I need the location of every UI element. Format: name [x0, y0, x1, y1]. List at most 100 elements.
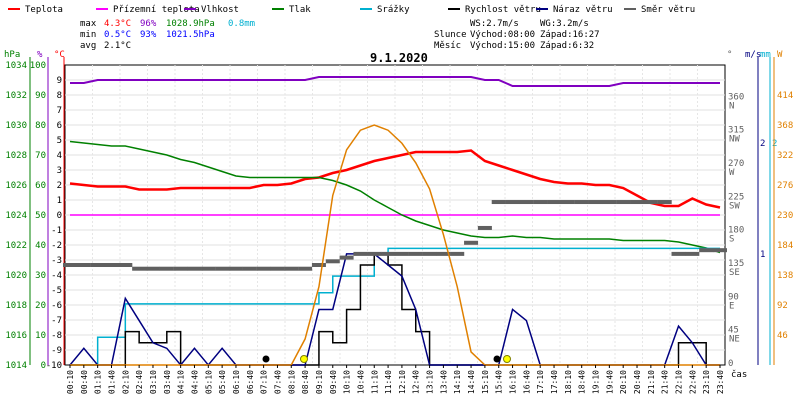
- series-smer-point: [132, 266, 147, 271]
- axis-tick-degc: -10: [46, 361, 62, 371]
- x-tick-label: 13:40: [439, 370, 448, 394]
- axis-tick-hpa: 1026: [5, 181, 27, 191]
- x-tick-label: 10:40: [356, 370, 365, 394]
- sun-moon-block: WS:2.7m/s WG:3.2m/s Slunce Východ:08:00 …: [434, 19, 600, 51]
- axis-title-deg: °: [727, 50, 732, 60]
- series-smer-point: [560, 200, 575, 205]
- x-tick-label: 11:10: [370, 370, 379, 394]
- axis-tick-mm: 2: [772, 139, 777, 149]
- x-tick-label: 14:40: [467, 370, 476, 394]
- x-tick-label: 23:40: [716, 370, 725, 394]
- moonrise-marker: [493, 355, 501, 363]
- x-tick-label: 21:40: [661, 370, 670, 394]
- axis-title-hpa: hPa: [4, 50, 20, 60]
- axis-tick-dir: E: [729, 301, 734, 311]
- series-smer-point: [381, 251, 396, 256]
- axis-tick-dir: NE: [729, 335, 740, 345]
- series-smer-point: [201, 266, 216, 271]
- chart-title: 9.1.2020: [370, 51, 428, 65]
- x-tick-label: 05:10: [204, 370, 213, 394]
- axis-tick-wm2: 92: [777, 301, 788, 311]
- x-tick-label: 02:40: [135, 370, 144, 394]
- x-tick-label: 08:10: [287, 370, 296, 394]
- axis-tick-pct: 50: [35, 211, 46, 221]
- series-smer-point: [228, 266, 243, 271]
- axis-tick-hpa: 1022: [5, 241, 27, 251]
- series-smer-point: [464, 240, 479, 245]
- sunset: Západ:16:27: [540, 30, 600, 40]
- series-smer-point: [353, 251, 368, 256]
- series-smer-point: [657, 200, 672, 205]
- series-smer-point: [104, 263, 119, 267]
- series-smer-point: [533, 200, 548, 205]
- x-tick-label: 16:10: [509, 370, 518, 394]
- axis-tick-hpa: 1016: [5, 331, 27, 341]
- x-tick-label: 11:40: [384, 370, 393, 394]
- axis-tick-wm2: 368: [777, 121, 793, 131]
- axis-tick-deg: 225: [728, 192, 744, 202]
- legend-label-smer: Směr větru: [641, 5, 695, 15]
- axis-tick-deg: 315: [728, 126, 744, 136]
- sunset-marker: [503, 355, 511, 363]
- stats-max-press: 1028.9hPa: [166, 19, 215, 29]
- x-tick-label: 22:40: [688, 370, 697, 394]
- moonset-marker: [262, 355, 270, 363]
- axis-tick-deg: 0: [728, 359, 733, 369]
- axis-tick-pct: 60: [35, 181, 46, 191]
- axis-title-ms: m/s: [745, 50, 761, 60]
- sun-label: Slunce: [434, 30, 467, 40]
- wind-gust-avg: WG:3.2m/s: [540, 19, 589, 29]
- legend-label-vlhkost: Vlhkost: [201, 5, 239, 15]
- series-smer-point: [256, 266, 271, 271]
- x-tick-label: 05:40: [218, 370, 227, 394]
- series-smer-point: [242, 266, 257, 271]
- axis-tick-pct: 70: [35, 151, 46, 161]
- x-tick-label: 04:40: [190, 370, 199, 394]
- series-smer-point: [284, 266, 299, 271]
- x-tick-label: 04:10: [177, 370, 186, 394]
- axis-tick-degc: 8: [57, 91, 62, 101]
- x-tick-label: 17:10: [536, 370, 545, 394]
- moonrise: Východ:15:00: [470, 41, 535, 51]
- x-tick-label: 20:40: [633, 370, 642, 394]
- axis-tick-wm2: 230: [777, 211, 793, 221]
- legend-label-rychlost: Rychlost větru: [465, 5, 541, 15]
- series-slunce: [70, 124, 720, 366]
- axis-tick-degc: 3: [57, 166, 62, 176]
- series-smer-point: [574, 200, 589, 205]
- stats-min-label: min: [80, 30, 96, 40]
- axis-tick-dir: SW: [729, 201, 740, 211]
- legend: Teplota Přízemní teplota Vlhkost Tlak Srážky…: [8, 5, 695, 15]
- series-smer-point: [713, 248, 727, 253]
- series-teplota: [69, 149, 721, 209]
- axis-tick-pct: 100: [30, 61, 46, 71]
- axis-tick-pct: 20: [35, 301, 46, 311]
- axis-tick-degc: 4: [57, 151, 62, 161]
- axis-tick-deg: 135: [728, 259, 744, 269]
- x-tick-label: 06:40: [246, 370, 255, 394]
- x-tick-label: 18:40: [578, 370, 587, 394]
- series-smer-point: [671, 251, 686, 256]
- axis-tick-degc: -6: [51, 301, 62, 311]
- series-smer-point: [477, 225, 492, 230]
- x-axis: 00:10 00:40 01:10 01:40 02:10 02:40 03:10 03:40…: [66, 365, 747, 394]
- axis-tick-pct: 0: [41, 361, 46, 371]
- axis-title-degc: °C: [54, 50, 65, 60]
- axis-tick-deg: 360: [728, 92, 744, 102]
- stats-block: max 4.3°C 96% 1028.9hPa 0.8mm min 0.5°C …: [80, 19, 255, 51]
- legend-label-pocitova: Přízemní teplota: [113, 5, 200, 15]
- series-smer-point: [63, 263, 77, 267]
- axis-tick-pct: 10: [35, 331, 46, 341]
- wind-speed-avg: WS:2.7m/s: [470, 19, 519, 29]
- axis-tick-degc: 0: [57, 211, 62, 221]
- series-smer-point: [491, 200, 506, 205]
- axis-title-wm2: W: [777, 50, 783, 60]
- series-smer-point: [173, 266, 188, 271]
- series-layer: [63, 76, 727, 367]
- series-smer-point: [215, 266, 230, 271]
- axis-tick-deg: 45: [728, 326, 739, 336]
- x-tick-label: 17:40: [550, 370, 559, 394]
- axis-tick-pct: 90: [35, 91, 46, 101]
- axis-tick-degc: -1: [51, 226, 62, 236]
- series-smer-point: [422, 251, 437, 256]
